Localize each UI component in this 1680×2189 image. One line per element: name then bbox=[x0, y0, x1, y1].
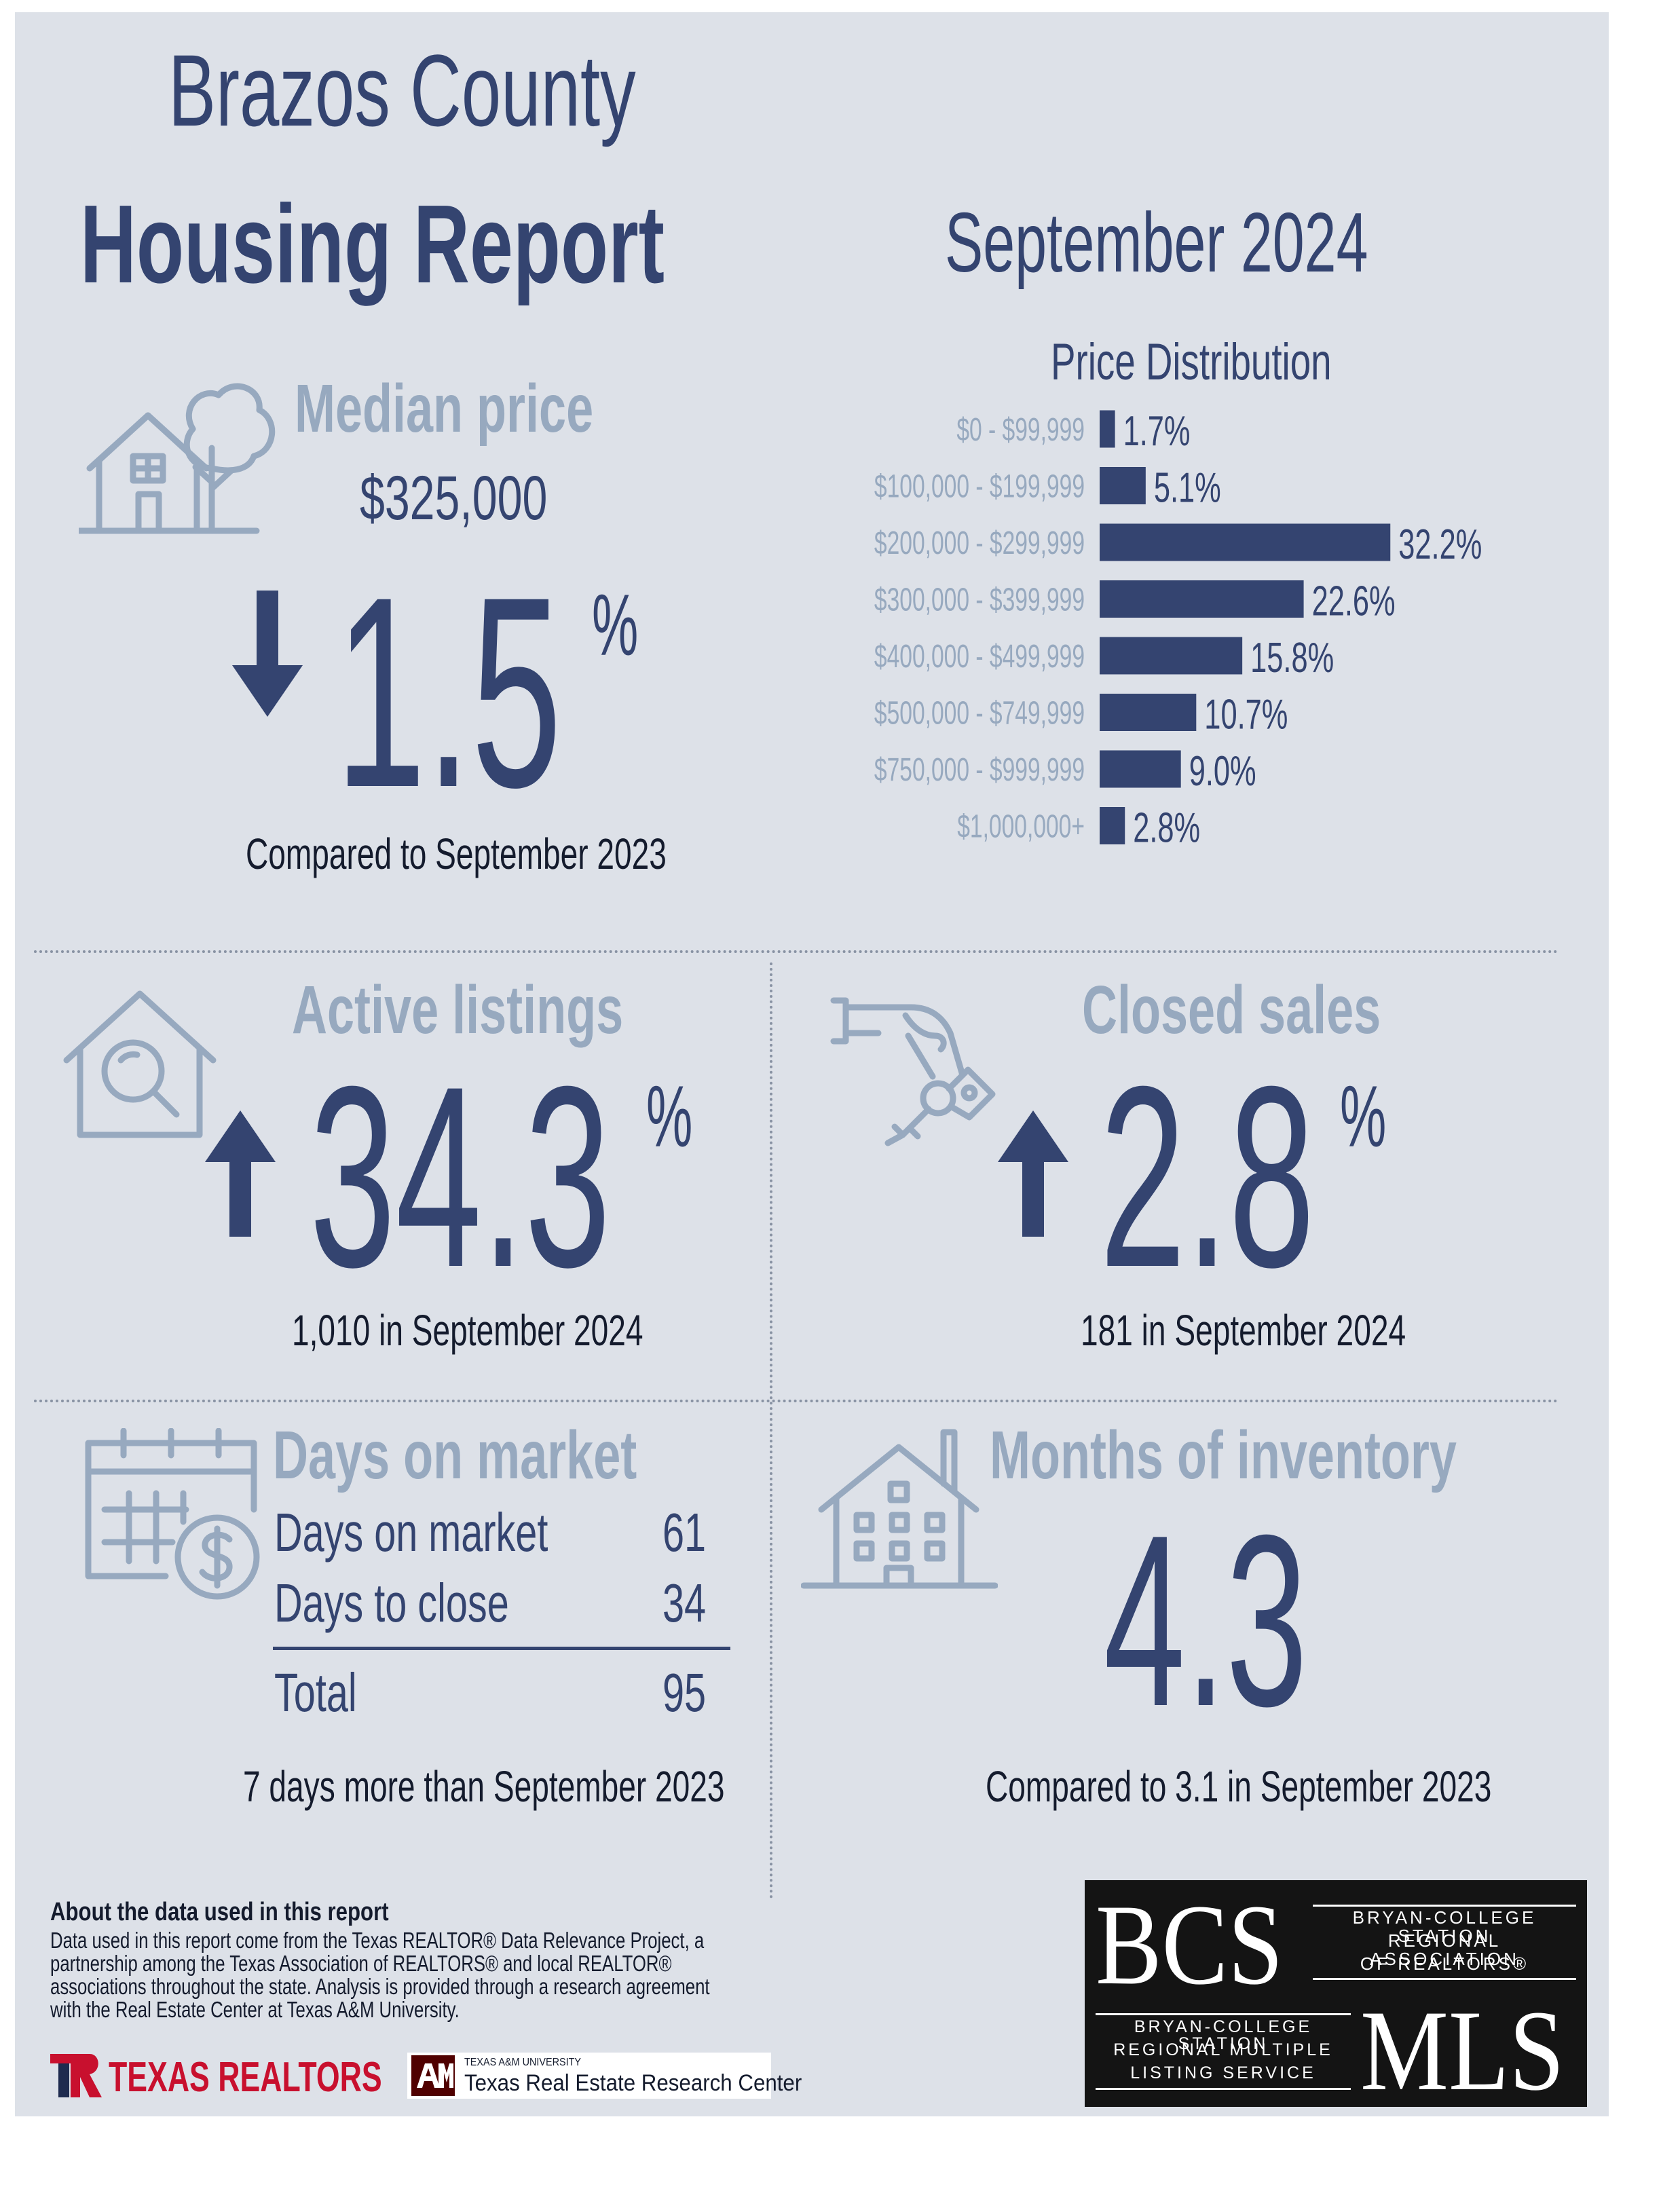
months-inventory-label: Months of inventory bbox=[990, 1417, 1457, 1493]
arrow-up-icon bbox=[202, 1110, 278, 1237]
dtc-row-label: Days to close bbox=[274, 1573, 509, 1633]
closed-sales-percent: % bbox=[1340, 1068, 1387, 1165]
mls-line-1: BRYAN-COLLEGE STATION bbox=[1134, 2017, 1313, 2053]
mls-line-2: REGIONAL MULTIPLE bbox=[1113, 2040, 1333, 2059]
texas-realtors-logo-mark bbox=[50, 2054, 102, 2097]
bcs-logo-text: BCS bbox=[1096, 1881, 1284, 2008]
about-line-3: associations throughout the state. Analy… bbox=[50, 1974, 710, 1999]
tamu-logo-mark bbox=[411, 2055, 455, 2096]
bcs-line-3: OF REALTORS® bbox=[1360, 1953, 1529, 1974]
bar-value-label: 15.8% bbox=[1250, 635, 1334, 681]
category-label: $1,000,000+ bbox=[957, 807, 1085, 844]
mls-rule-top bbox=[1096, 2013, 1351, 2015]
report-period: September 2024 bbox=[945, 196, 1368, 290]
about-line-2: partnership among the Texas Association … bbox=[50, 1951, 672, 1976]
bar-value-label: 5.1% bbox=[1154, 465, 1221, 511]
title-line-1: Brazos County bbox=[168, 33, 636, 147]
price-bar bbox=[1100, 523, 1391, 561]
house-search-icon bbox=[62, 990, 217, 1139]
category-label: $100,000 - $199,999 bbox=[874, 467, 1085, 504]
closed-sales-change: 2.8 bbox=[1100, 1032, 1315, 1321]
bar-value-label: 1.7% bbox=[1123, 409, 1191, 455]
price-distribution-chart: $0 - $99,999 1.7% $100,000 - $199,999 5.1% $… bbox=[874, 409, 1482, 852]
category-label: $300,000 - $399,999 bbox=[874, 580, 1085, 617]
dtc-row-value: 34 bbox=[662, 1573, 707, 1633]
price-bar bbox=[1100, 807, 1125, 844]
days-on-market-label: Days on market bbox=[273, 1417, 637, 1493]
divider-horizontal-middle bbox=[34, 1400, 1558, 1402]
months-inventory-comparison: Compared to 3.1 in September 2023 bbox=[986, 1762, 1492, 1811]
mls-line-3: LISTING SERVICE bbox=[1130, 2063, 1316, 2082]
title-line-2: Housing Report bbox=[80, 182, 665, 306]
category-label: $400,000 - $499,999 bbox=[874, 637, 1085, 674]
bar-value-label: 10.7% bbox=[1204, 692, 1288, 738]
active-listings-detail: 1,010 in September 2024 bbox=[292, 1306, 643, 1355]
about-heading: About the data used in this report bbox=[50, 1898, 389, 1926]
median-price-percent: % bbox=[592, 577, 639, 674]
category-label: $0 - $99,999 bbox=[956, 411, 1085, 447]
bcs-line-2: REGIONAL ASSOCIATION bbox=[1370, 1930, 1519, 1969]
closed-sales-label: Closed sales bbox=[1082, 972, 1381, 1048]
divider-horizontal-top bbox=[34, 950, 1558, 953]
median-price-label: Median price bbox=[295, 371, 594, 447]
dom-total-label: Total bbox=[274, 1662, 357, 1723]
about-line-4: with the Real Estate Center at Texas A&M… bbox=[50, 1997, 460, 2022]
price-bar bbox=[1100, 750, 1181, 788]
bar-value-label: 2.8% bbox=[1133, 805, 1200, 851]
mls-rule-bottom bbox=[1096, 2088, 1351, 2090]
price-bar bbox=[1100, 467, 1146, 504]
months-inventory-value: 4.3 bbox=[1104, 1484, 1308, 1757]
price-bar bbox=[1100, 694, 1197, 731]
tamu-university-text: TEXAS A&M UNIVERSITY bbox=[464, 2057, 582, 2068]
apartment-building-icon bbox=[801, 1428, 998, 1591]
chart-title: Price Distribution bbox=[1051, 333, 1332, 391]
price-bar bbox=[1100, 637, 1243, 675]
category-label: $200,000 - $299,999 bbox=[874, 524, 1085, 561]
arrow-up-icon bbox=[995, 1110, 1071, 1237]
active-listings-change: 34.3 bbox=[310, 1032, 611, 1321]
tamu-center-text: Texas Real Estate Research Center bbox=[464, 2070, 802, 2096]
active-listings-percent: % bbox=[646, 1068, 693, 1165]
median-price-change: 1.5 bbox=[335, 540, 562, 844]
active-listings-label: Active listings bbox=[292, 972, 624, 1048]
bcs-line-1: BRYAN-COLLEGE STATION bbox=[1352, 1907, 1537, 1946]
dom-total-value: 95 bbox=[662, 1662, 707, 1723]
price-bar bbox=[1100, 410, 1115, 448]
house-with-tree-icon bbox=[79, 380, 282, 543]
divider-vertical bbox=[770, 962, 772, 1899]
calendar-dollar-icon bbox=[84, 1428, 262, 1601]
report-page bbox=[15, 12, 1609, 2116]
category-label: $500,000 - $749,999 bbox=[874, 694, 1085, 730]
median-price-value: $325,000 bbox=[360, 464, 548, 533]
bcs-rule-top bbox=[1313, 1905, 1576, 1907]
bar-value-label: 9.0% bbox=[1189, 749, 1256, 795]
category-label: $750,000 - $999,999 bbox=[874, 751, 1085, 787]
mls-logo-text: MLS bbox=[1360, 1987, 1565, 2114]
median-price-comparison: Compared to September 2023 bbox=[246, 829, 667, 878]
total-rule bbox=[273, 1647, 730, 1650]
bcs-mls-logo bbox=[1085, 1880, 1587, 2107]
bcs-rule-bottom bbox=[1313, 1978, 1576, 1980]
about-line-1: Data used in this report come from the T… bbox=[50, 1928, 705, 1953]
closed-sales-detail: 181 in September 2024 bbox=[1081, 1306, 1406, 1355]
days-on-market-comparison: 7 days more than September 2023 bbox=[243, 1762, 725, 1811]
bar-value-label: 32.2% bbox=[1398, 522, 1482, 568]
dom-row-label: Days on market bbox=[274, 1502, 548, 1563]
tamu-logo-box bbox=[407, 2053, 771, 2099]
price-bar bbox=[1100, 580, 1304, 618]
texas-realtors-logo-text: TEXAS REALTORS bbox=[109, 2054, 382, 2101]
bar-value-label: 22.6% bbox=[1312, 578, 1396, 624]
hand-keys-icon bbox=[829, 995, 1006, 1172]
dom-row-value: 61 bbox=[662, 1502, 707, 1563]
arrow-down-icon bbox=[229, 591, 305, 717]
